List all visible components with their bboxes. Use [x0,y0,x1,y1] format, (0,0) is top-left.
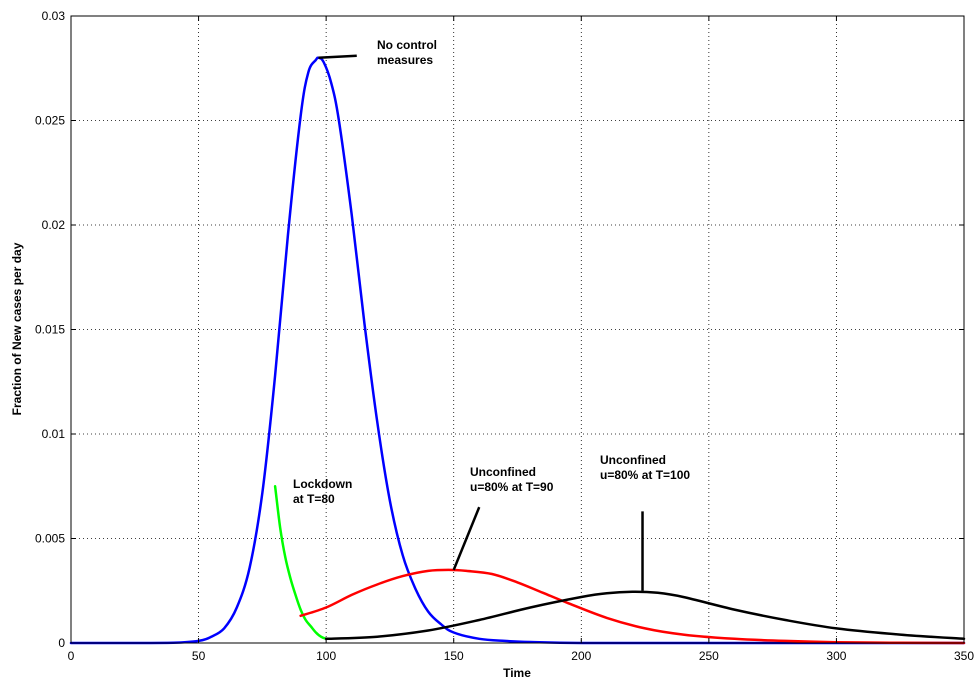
y-axis-label: Fraction of New cases per day [10,242,24,415]
x-tick-label: 350 [954,649,974,663]
annotation-pointers [318,54,644,591]
series-line-4 [324,590,966,641]
y-tick-label: 0.015 [35,323,65,337]
x-axis-label: Time [503,666,531,680]
y-tick-label: 0.03 [42,9,66,23]
x-tick-label: 50 [192,649,206,663]
y-tick-label: 0.005 [35,532,65,546]
plot-area-frame [70,15,965,644]
y-tick-label: 0 [58,636,65,650]
annotation-text-1: No control [377,38,437,52]
x-tick-label: 200 [571,649,591,663]
grid-lines [71,16,964,643]
x-tick-label: 250 [699,649,719,663]
annotation-text-1: measures [377,53,433,67]
series-line-1 [69,56,966,645]
annotation-text-4: u=80% at T=100 [600,468,690,482]
series-line-2 [273,485,328,641]
y-tick-label: 0.02 [42,218,66,232]
y-tick-label: 0.01 [42,427,66,441]
x-tick-label: 0 [68,649,75,663]
annotation-pointer-3 [452,506,481,571]
x-tick-label: 100 [316,649,336,663]
series-lines [69,56,966,645]
axis-ticks: 0 50 100 150 200 250 300 350 0 0.005 0.01 0.015 0.02… [35,9,974,663]
annotation-text-3: Unconfined [470,465,536,479]
annotation-text-2: at T=80 [293,492,335,506]
annotation-text-3: u=80% at T=90 [470,480,554,494]
x-tick-label: 300 [826,649,846,663]
annotation-text-2: Lockdown [293,477,352,491]
y-tick-label: 0.025 [35,114,65,128]
series-line-3 [299,568,966,645]
x-tick-label: 150 [444,649,464,663]
annotation-text-4: Unconfined [600,453,666,467]
annotation-pointer-1 [318,54,357,60]
